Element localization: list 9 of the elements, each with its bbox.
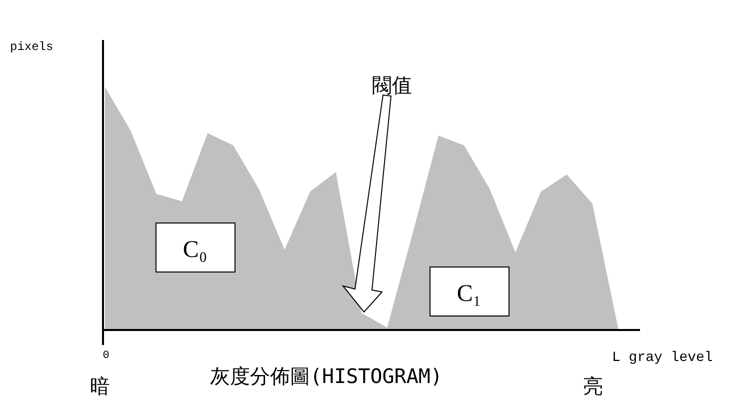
- text: 亮: [583, 374, 603, 398]
- text: 暗: [90, 374, 110, 398]
- annotation: 閥值: [372, 73, 412, 97]
- text: 0: [102, 350, 110, 362]
- x-axis-title: L gray level: [612, 350, 713, 366]
- y-axis-title: pixels: [10, 40, 54, 54]
- annotation: C₁: [456, 281, 482, 307]
- annotation: C₀: [182, 237, 208, 263]
- text: 灰度分佈圖(HISTOGRAM): [210, 364, 442, 388]
